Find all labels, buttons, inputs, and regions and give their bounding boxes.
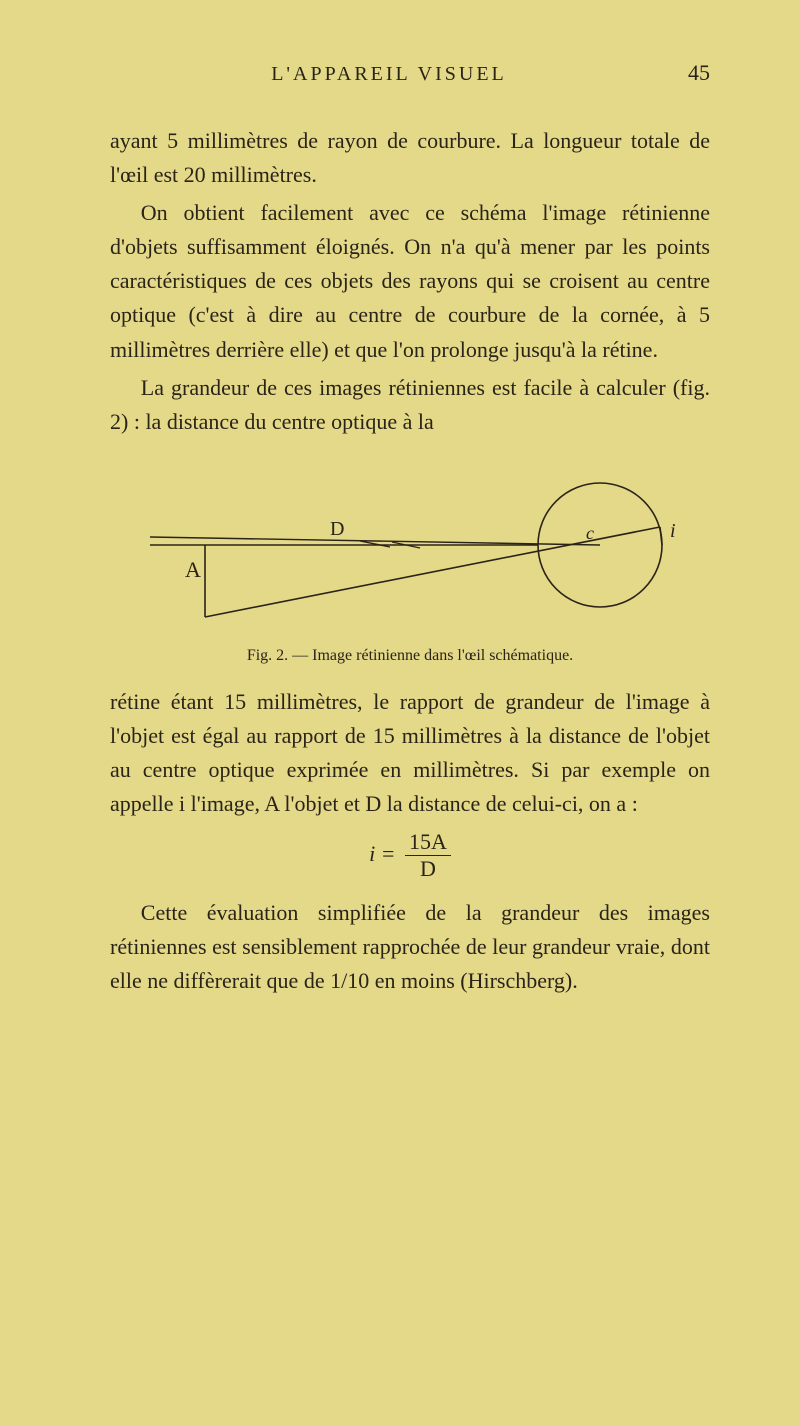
figure-label-c: c <box>586 523 594 543</box>
paragraph-1: ayant 5 millimètres de rayon de courbure… <box>110 124 710 192</box>
formula: i = 15A D <box>110 829 710 882</box>
figure-caption: Fig. 2. — Image rétinienne dans l'œil sc… <box>110 647 710 665</box>
formula-numerator: 15A <box>405 829 451 856</box>
page-number: 45 <box>688 60 710 86</box>
paragraph-5: Cette évaluation simplifiée de la grande… <box>110 896 710 998</box>
figure-label-i: i <box>670 520 676 542</box>
formula-fraction: 15A D <box>405 829 451 882</box>
figure-label-A: A <box>185 557 201 582</box>
figure-label-D: D <box>330 518 344 540</box>
running-title: L'APPAREIL VISUEL <box>110 63 668 86</box>
formula-lhs: i = <box>369 841 395 866</box>
page-header: L'APPAREIL VISUEL 45 <box>110 60 710 86</box>
paragraph-2: On obtient facilement avec ce schéma l'i… <box>110 196 710 366</box>
body-text: ayant 5 millimètres de rayon de courbure… <box>110 124 710 439</box>
paragraph-4: rétine étant 15 millimètres, le rapport … <box>110 685 710 821</box>
body-text-3: Cette évaluation simplifiée de la grande… <box>110 896 710 998</box>
figure-2: D A c i <box>110 467 710 637</box>
body-text-2: rétine étant 15 millimètres, le rapport … <box>110 685 710 821</box>
formula-denominator: D <box>405 856 451 882</box>
eye-schematic-icon: D A c i <box>130 467 690 637</box>
paragraph-3: La grandeur de ces images rétiniennes es… <box>110 371 710 439</box>
